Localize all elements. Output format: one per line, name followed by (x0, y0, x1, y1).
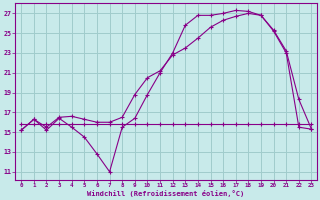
X-axis label: Windchill (Refroidissement éolien,°C): Windchill (Refroidissement éolien,°C) (87, 190, 244, 197)
